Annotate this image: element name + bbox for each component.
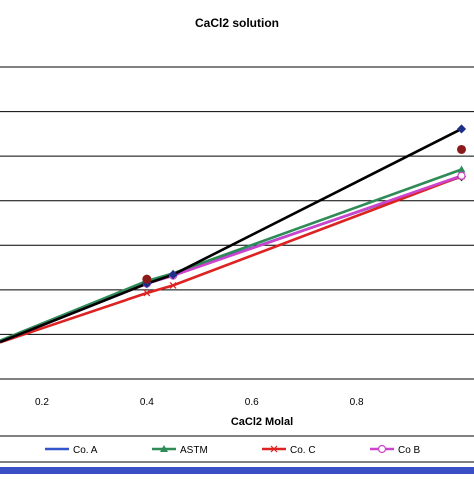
legend: Co. A ASTM Co. C Co B <box>45 444 421 456</box>
legend-label-co-a: Co. A <box>73 445 98 456</box>
marker-co-c-1 <box>143 289 151 297</box>
x-tick-labels: 0.2 0.4 0.6 0.8 <box>35 397 364 408</box>
marker-co-c-2-b <box>169 281 177 289</box>
marker-co-b-3 <box>457 171 466 180</box>
line-astm <box>0 168 462 342</box>
marker-co-c-1-b <box>143 289 151 297</box>
gridlines <box>0 111 474 335</box>
line-co-c <box>0 174 462 344</box>
x-tick-label-0: 0.2 <box>35 397 49 408</box>
legend-label-astm: ASTM <box>180 445 208 456</box>
marker-series-5-0 <box>142 274 152 284</box>
legend-marker-co-c-b <box>270 445 278 453</box>
legend-marker-co-b <box>377 444 387 454</box>
series-markers <box>142 124 467 297</box>
legend-box <box>0 435 474 463</box>
line-series-4 <box>0 127 463 344</box>
marker-astm-3 <box>457 165 466 173</box>
x-axis-label: CaCl2 Molal <box>231 416 293 428</box>
legend-marker-co-c <box>270 445 278 453</box>
series-lines <box>0 127 463 344</box>
marker-series-4-3 <box>456 124 467 134</box>
legend-label-co-c: Co. C <box>290 445 316 456</box>
legend-label-co-b: Co B <box>398 445 421 456</box>
x-tick-label-1: 0.4 <box>140 397 154 408</box>
x-tick-label-2: 0.6 <box>245 397 259 408</box>
chart-title: CaCl2 solution <box>195 16 279 30</box>
x-tick-label-3: 0.8 <box>350 397 364 408</box>
plot-frame <box>0 66 474 380</box>
marker-series-4-2 <box>168 270 178 280</box>
marker-series-5-1 <box>457 144 467 154</box>
legend-marker-astm <box>160 445 168 452</box>
marker-co-c-2 <box>169 281 177 289</box>
bottom-accent-bar <box>0 467 474 474</box>
